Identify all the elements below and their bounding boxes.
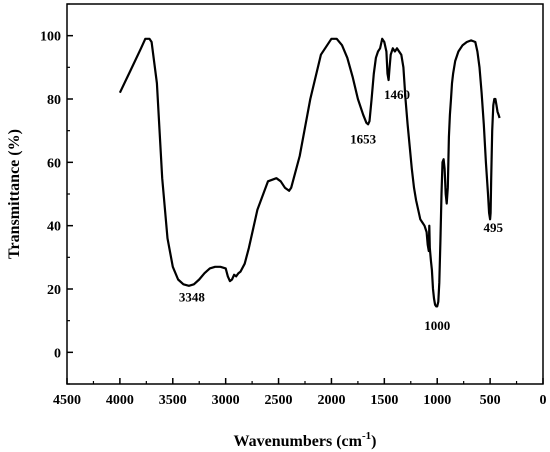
x-tick-label: 3500 <box>159 393 187 408</box>
x-tick-label: 2000 <box>317 393 345 408</box>
x-tick-label: 2500 <box>265 393 293 408</box>
peak-label: 1000 <box>424 318 450 333</box>
x-axis-title-main: Wavenumbers (cm <box>234 433 363 450</box>
y-tick-label: 20 <box>47 283 61 298</box>
x-axis-title-superscript: -1 <box>362 430 371 442</box>
peak-annotations: 3348 1653 1460 1000 495 <box>179 87 504 333</box>
y-tick-label: 80 <box>47 93 61 108</box>
peak-label: 1460 <box>384 87 410 102</box>
y-tick-label: 100 <box>40 30 61 45</box>
x-tick-label: 4500 <box>53 393 81 408</box>
y-tick-label: 60 <box>47 156 61 171</box>
x-tick-label: 3000 <box>212 393 240 408</box>
peak-label: 1653 <box>350 131 377 146</box>
spectrum-line <box>118 37 501 308</box>
axis-ticks <box>66 3 544 385</box>
peak-label: 3348 <box>179 290 206 305</box>
x-tick-label: 0 <box>540 393 547 408</box>
plot-frame <box>66 3 544 385</box>
x-tick-label: 500 <box>480 393 501 408</box>
x-tick-label: 1500 <box>370 393 398 408</box>
x-axis-title-close: ) <box>371 433 376 450</box>
peak-label: 495 <box>484 220 504 235</box>
x-tick-label: 4000 <box>106 393 134 408</box>
x-axis-title: Wavenumbers (cm-1) <box>234 430 377 450</box>
y-axis-title: Transmittance (%) <box>6 129 23 259</box>
tick-labels: 4500 4000 3500 3000 2500 2000 1500 1000 500 0 0 20 4… <box>40 30 547 408</box>
x-tick-label: 1000 <box>423 393 451 408</box>
y-tick-label: 0 <box>54 346 61 361</box>
y-tick-label: 40 <box>47 220 61 235</box>
